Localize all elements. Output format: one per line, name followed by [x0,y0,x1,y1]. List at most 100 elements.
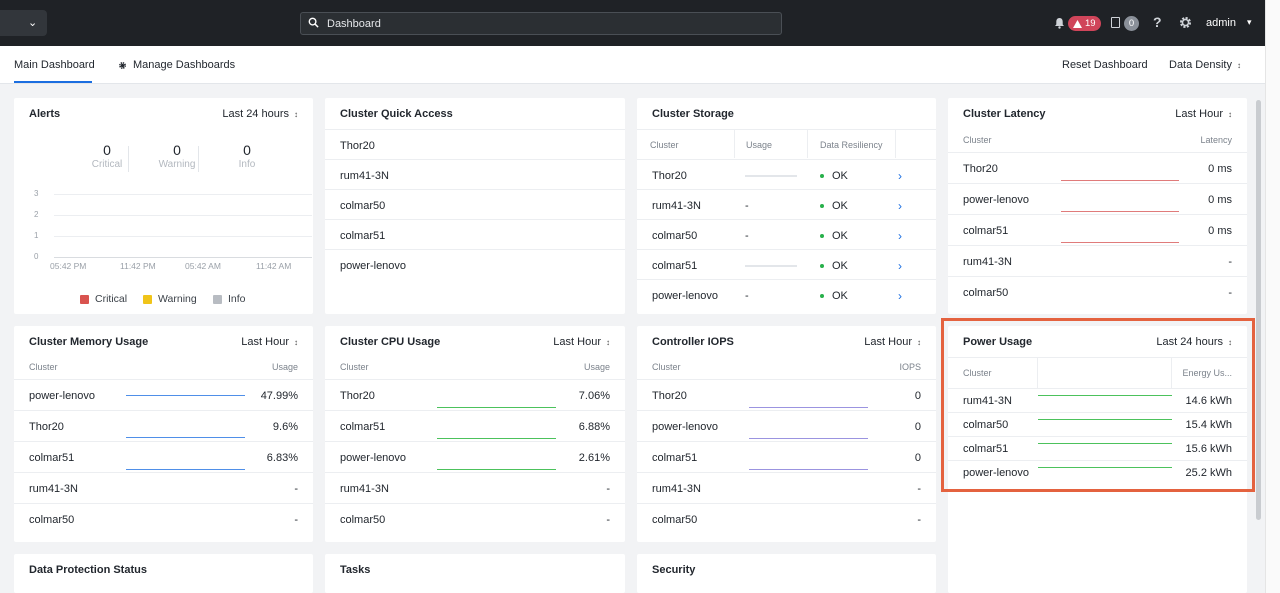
checkbox-icon [143,294,152,304]
table-row[interactable]: rum41-3N - [637,472,936,503]
gear-icon[interactable] [1178,15,1193,30]
table-row[interactable]: colmar51 0 [637,441,936,472]
table-row[interactable]: rum41-3N - [14,472,313,503]
critical-count: 0 Critical [72,142,142,170]
latency-value: 0 ms [1208,225,1232,237]
cluster-name: Thor20 [652,390,687,402]
cluster-name: colmar50 [963,287,1009,299]
x-tick: 11:42 AM [256,261,292,271]
cluster-name: rum41-3N [652,200,701,212]
alerts-badge[interactable]: 19 [1068,16,1101,31]
energy-value: 14.6 kWh [1185,395,1232,407]
table-row[interactable]: colmar50 - [637,503,936,534]
cluster-latency-widget: Cluster Latency Last Hour ↕ Cluster Laten… [948,98,1247,314]
table-row[interactable]: colmar50 - [14,503,313,534]
time-range-select[interactable]: Last 24 hours ↕ [222,108,298,120]
search-input[interactable]: Dashboard [300,12,782,35]
table-row[interactable]: Thor20 9.6% [14,410,313,441]
time-range-select[interactable]: Last Hour ↕ [864,336,921,348]
cluster-name: colmar50 [340,200,386,212]
table-row[interactable]: Thor20 0 [637,379,936,410]
table-row[interactable]: power-lenovo 25.2 kWh [948,460,1247,484]
legend-info[interactable]: Info [213,293,246,305]
cluster-name: Thor20 [340,140,375,152]
legend-warning[interactable]: Warning [143,293,197,305]
table-row[interactable]: rum41-3N - [948,245,1247,276]
table-row[interactable]: rum41-3N 14.6 kWh [948,388,1247,412]
table-row[interactable]: power-lenovo 0 ms [948,183,1247,214]
chevron-right-icon[interactable]: › [898,199,902,213]
time-range-label: Last 24 hours [1156,336,1223,348]
tab-main-dashboard[interactable]: Main Dashboard [14,59,95,71]
chevron-right-icon[interactable]: › [898,259,902,273]
table-row[interactable]: colmar50 15.4 kWh [948,412,1247,436]
table-row[interactable]: power-lenovo - OK › [637,279,936,310]
tab-manage-dashboards[interactable]: Manage Dashboards [118,59,235,71]
scrollbar[interactable] [1265,0,1280,593]
checkbox-icon [80,294,89,304]
table-row[interactable]: power-lenovo 2.61% [325,441,625,472]
tasks-widget: Tasks [325,554,625,593]
table-row[interactable]: colmar51 OK › [637,249,936,280]
divider [1171,358,1172,389]
cluster-name: power-lenovo [963,467,1030,479]
list-item[interactable]: Thor20 [325,129,625,160]
table-row[interactable]: rum41-3N - OK › [637,189,936,220]
cluster-quick-access-widget: Cluster Quick Access Thor20 rum41-3N col… [325,98,625,314]
time-range-select[interactable]: Last Hour ↕ [553,336,610,348]
table-row[interactable]: colmar51 0 ms [948,214,1247,245]
table-row[interactable]: power-lenovo 0 [637,410,936,441]
bell-icon[interactable] [1054,17,1065,29]
help-icon[interactable]: ? [1153,14,1162,30]
resiliency-status: OK [832,230,848,242]
controller-iops-widget: Controller IOPS Last Hour ↕ Cluster IOPS … [637,326,936,542]
chevron-down-icon[interactable]: ▾ [1247,17,1252,27]
tasks-icon[interactable] [1111,17,1120,28]
table-row[interactable]: power-lenovo 47.99% [14,379,313,410]
table-row[interactable]: colmar50 - [325,503,625,534]
table-row[interactable]: colmar50 - [948,276,1247,307]
main-menu-button[interactable]: ⌄ [0,10,47,36]
time-range-select[interactable]: Last Hour ↕ [1175,108,1232,120]
table-row[interactable]: colmar51 6.88% [325,410,625,441]
column-header: Usage [271,362,298,372]
usage-value: 7.06% [578,390,610,402]
time-range-select[interactable]: Last Hour ↕ [241,336,298,348]
chevron-right-icon[interactable]: › [898,169,902,183]
table-row[interactable]: colmar51 15.6 kWh [948,436,1247,460]
card-title: Cluster CPU Usage [340,336,441,348]
time-range-label: Last Hour [553,336,601,348]
usage-value: - [745,290,749,302]
search-value: Dashboard [327,18,381,30]
data-density-select[interactable]: Data Density ↕ [1169,59,1241,71]
list-item[interactable]: rum41-3N [325,159,625,190]
card-title: Tasks [340,564,371,576]
list-item[interactable]: colmar51 [325,219,625,250]
table-row[interactable]: Thor20 7.06% [325,379,625,410]
status-dot [820,174,824,179]
table-row[interactable]: colmar51 6.83% [14,441,313,472]
user-menu[interactable]: admin [1206,17,1236,29]
status-dot [820,204,824,209]
table-row[interactable]: Thor20 OK › [637,159,936,190]
gear-icon [119,61,126,69]
list-item[interactable]: colmar50 [325,189,625,220]
tasks-badge[interactable]: 0 [1124,16,1139,31]
chevron-right-icon[interactable]: › [898,289,902,303]
time-range-select[interactable]: Last 24 hours ↕ [1156,336,1232,348]
column-header: Cluster [652,362,681,372]
divider [198,146,199,172]
column-header: Usage [583,362,610,372]
table-row[interactable]: rum41-3N - [325,472,625,503]
time-range-label: Last Hour [1175,108,1223,120]
legend-critical[interactable]: Critical [80,293,127,305]
cluster-name: colmar50 [963,419,1009,431]
list-item[interactable]: power-lenovo [325,249,625,280]
table-row[interactable]: Thor20 0 ms [948,152,1247,183]
reset-dashboard-button[interactable]: Reset Dashboard [1062,59,1148,71]
chevron-right-icon[interactable]: › [898,229,902,243]
cluster-name: colmar50 [652,514,698,526]
legend-label: Info [228,293,246,305]
table-row[interactable]: colmar50 - OK › [637,219,936,250]
scrollbar-thumb[interactable] [1256,100,1261,520]
